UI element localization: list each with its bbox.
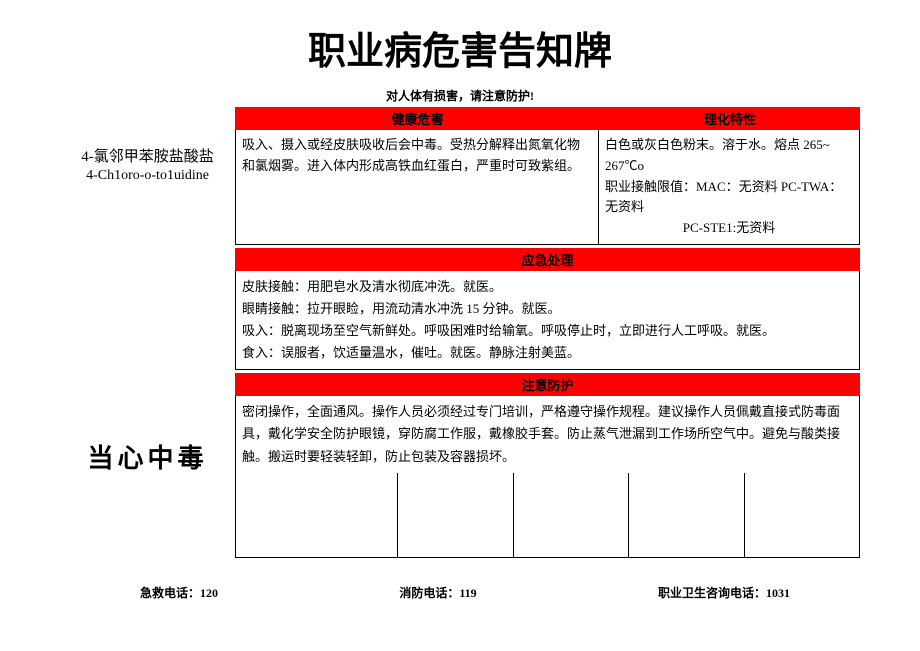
protection-box [398, 473, 514, 557]
hazard-properties-header: 健康危害 理化特性 [235, 107, 860, 130]
protection-icons-row [235, 473, 860, 558]
chemical-name-cn: 4-氯邻甲苯胺盐酸盐 [60, 145, 235, 166]
protection-text: 密闭操作，全面通风。操作人员必须经过专门培训，严格遵守操作规程。建议操作人员佩戴… [235, 396, 860, 472]
properties-limits: 职业接触限值：MAC：无资料 PC-TWA：无资料 [605, 177, 853, 219]
header-hazard: 健康危害 [235, 107, 600, 130]
emergency-line: 吸入：脱离现场至空气新鲜处。呼吸困难时给输氧。呼吸停止时，立即进行人工呼吸。就医… [242, 320, 853, 342]
emergency-line: 皮肤接触：用肥皂水及清水彻底冲洗。就医。 [242, 276, 853, 298]
protection-box [629, 473, 745, 557]
fire-phone: 消防电话：119 [399, 584, 476, 601]
health-phone: 职业卫生咨询电话：1031 [658, 584, 790, 601]
protection-box [745, 473, 860, 557]
header-emergency: 应急处理 [235, 248, 860, 271]
warning-subtitle: 对人体有损害，请注意防护! [60, 87, 860, 104]
header-protection: 注意防护 [235, 373, 860, 396]
warning-label: 当心中毒 [60, 438, 235, 475]
hazard-properties-content: 吸入、摄入或经皮肤吸收后会中毒。受热分解释出氮氧化物和氯烟雾。进入体内形成高铁血… [235, 130, 860, 245]
protection-row: 当心中毒 注意防护 密闭操作，全面通风。操作人员必须经过专门培训，严格遵守操作规… [60, 373, 860, 557]
hazard-text: 吸入、摄入或经皮肤吸收后会中毒。受热分解释出氮氧化物和氯烟雾。进入体内形成高铁血… [236, 130, 599, 244]
warning-column: 当心中毒 [60, 373, 235, 475]
chemical-name-column: 4-氯邻甲苯胺盐酸盐 4-Ch1oro-o-to1uidine [60, 107, 235, 184]
properties-physical: 白色或灰白色粉末。溶于水。熔点 265~ 267℃o [605, 135, 853, 177]
info-table: 健康危害 理化特性 吸入、摄入或经皮肤吸收后会中毒。受热分解释出氮氧化物和氯烟雾… [235, 107, 860, 370]
emergency-line: 食入：误服者，饮适量温水，催吐。就医。静脉注射美蓝。 [242, 342, 853, 364]
chemical-name-en: 4-Ch1oro-o-to1uidine [60, 168, 235, 184]
protection-box [514, 473, 630, 557]
emergency-phone: 急救电话：120 [140, 584, 218, 601]
properties-limits2: PC-STE1:无资料 [605, 218, 853, 239]
main-content: 4-氯邻甲苯胺盐酸盐 4-Ch1oro-o-to1uidine 健康危害 理化特… [60, 107, 860, 370]
page-title: 职业病危害告知牌 [60, 20, 860, 75]
emergency-content: 皮肤接触：用肥皂水及清水彻底冲洗。就医。 眼睛接触：拉开眼睑，用流动清水冲洗 1… [235, 271, 860, 370]
properties-text: 白色或灰白色粉末。溶于水。熔点 265~ 267℃o 职业接触限值：MAC：无资… [599, 130, 859, 244]
header-properties: 理化特性 [600, 107, 860, 130]
protection-box-left [236, 473, 398, 557]
emergency-line: 眼睛接触：拉开眼睑，用流动清水冲洗 15 分钟。就医。 [242, 298, 853, 320]
protection-column: 注意防护 密闭操作，全面通风。操作人员必须经过专门培训，严格遵守操作规程。建议操… [235, 373, 860, 557]
phone-numbers: 急救电话：120 消防电话：119 职业卫生咨询电话：1031 [60, 584, 860, 601]
